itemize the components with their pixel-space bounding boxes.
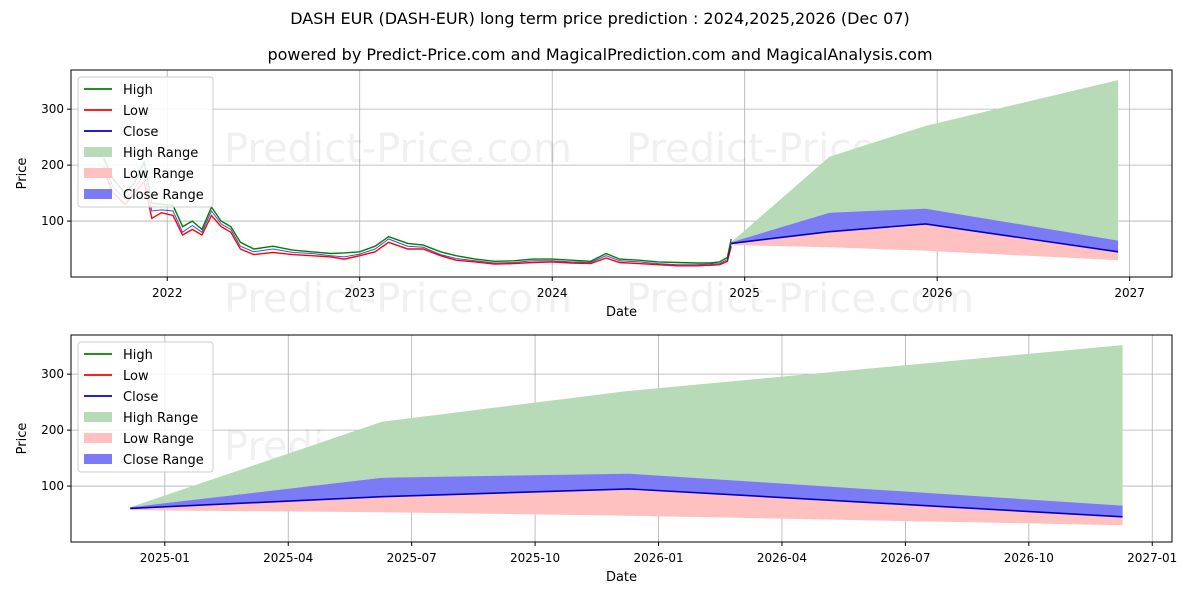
legend-label: Low Range <box>123 167 194 182</box>
x-axis-label: Date <box>606 305 637 320</box>
legend-swatch <box>84 168 112 178</box>
low-range-band <box>130 488 1123 526</box>
chart-panel-bottom: Predict-Price.comPredict-Price.com2025-0… <box>15 334 1177 585</box>
legend-label: Low <box>123 104 149 119</box>
high-range-band <box>731 80 1119 243</box>
legend-label: Close <box>123 125 158 140</box>
x-tick-label: 2026 <box>922 286 953 300</box>
legend: High Low Close High Range Low Range Close Ran… <box>77 341 214 473</box>
x-tick-label: 2026-04 <box>757 551 807 565</box>
x-tick-label: 2025-07 <box>387 551 437 565</box>
legend-swatch <box>84 433 112 443</box>
legend-label: High Range <box>123 411 198 426</box>
y-tick-label: 200 <box>41 158 64 172</box>
x-tick-label: 2025-10 <box>510 551 560 565</box>
x-tick-label: 2026-07 <box>880 551 930 565</box>
high-history-line <box>103 158 732 264</box>
low-history-line <box>103 170 732 267</box>
x-tick-label: 2027 <box>1114 286 1145 300</box>
high-range-band <box>130 345 1123 508</box>
legend-label: Low Range <box>123 432 194 447</box>
x-tick-label: 2025 <box>729 286 760 300</box>
axes-frame <box>70 334 1173 543</box>
legend-label: Close <box>123 390 158 405</box>
x-tick-label: 2026-01 <box>633 551 683 565</box>
legend-swatch <box>84 412 112 422</box>
legend-label: Low <box>123 369 149 384</box>
chart-title: DASH EUR (DASH-EUR) long term price pred… <box>290 9 910 28</box>
x-tick-label: 2026-10 <box>1004 551 1054 565</box>
y-tick-label: 200 <box>41 423 64 437</box>
close-range-band <box>731 208 1119 252</box>
chart-panel-top: Predict-Price.com Predict-Price.com Predic… <box>15 69 1173 322</box>
legend-label: High <box>123 83 153 98</box>
axes-frame <box>70 69 1173 278</box>
y-axis-label: Price <box>15 423 30 455</box>
legend-swatch <box>84 454 112 464</box>
watermark-text: Predict-Price.com <box>224 276 572 322</box>
legend-swatch <box>84 189 112 199</box>
y-tick-label: 300 <box>41 102 64 116</box>
x-axis-label: Date <box>606 570 637 585</box>
x-tick-label: 2023 <box>344 286 375 300</box>
x-tick-label: 2024 <box>537 286 568 300</box>
x-tick-label: 2025-01 <box>140 551 190 565</box>
close-history-line <box>103 165 732 266</box>
legend-label: High Range <box>123 146 198 161</box>
watermark-text: Predict-Price.com <box>626 276 974 322</box>
watermark-text: Predict-Price.com <box>224 126 572 172</box>
chart-subtitle: powered by Predict-Price.com and Magical… <box>267 45 933 64</box>
low-range-band <box>731 223 1119 261</box>
y-tick-label: 300 <box>41 367 64 381</box>
x-tick-label: 2022 <box>152 286 183 300</box>
x-tick-label: 2027-01 <box>1127 551 1177 565</box>
legend-label: High <box>123 348 153 363</box>
y-axis-label: Price <box>15 158 30 190</box>
close-prediction-line <box>731 223 1119 253</box>
close-prediction-line <box>130 488 1123 518</box>
legend-swatch <box>84 147 112 157</box>
x-tick-label: 2025-04 <box>263 551 313 565</box>
legend-label: Close Range <box>123 188 204 203</box>
y-tick-label: 100 <box>41 214 64 228</box>
y-tick-label: 100 <box>41 479 64 493</box>
legend: High Low Close High Range Low Range Close Ran… <box>77 76 214 208</box>
legend-label: Close Range <box>123 453 204 468</box>
close-range-band <box>130 473 1123 517</box>
